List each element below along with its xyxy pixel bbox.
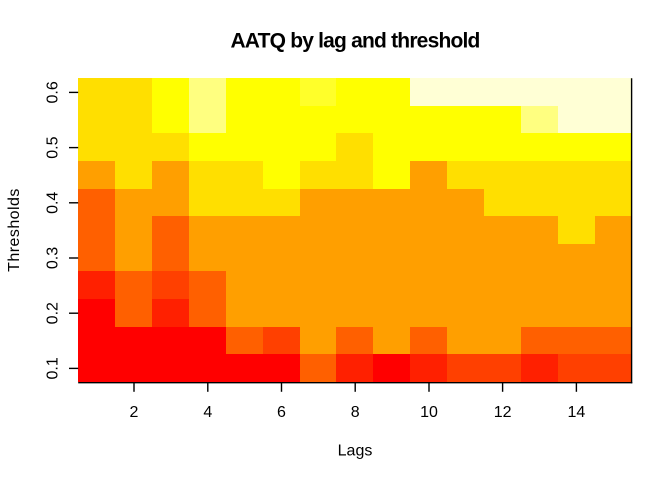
svg-text:8: 8 <box>351 404 360 421</box>
svg-text:0.5: 0.5 <box>45 136 62 158</box>
svg-text:14: 14 <box>568 404 586 421</box>
svg-text:Thresholds: Thresholds <box>6 188 23 272</box>
svg-text:2: 2 <box>130 404 139 421</box>
svg-text:0.4: 0.4 <box>45 192 62 214</box>
svg-text:4: 4 <box>203 404 212 421</box>
svg-text:12: 12 <box>494 404 512 421</box>
svg-text:10: 10 <box>420 404 438 421</box>
svg-text:0.6: 0.6 <box>45 81 62 103</box>
svg-text:0.3: 0.3 <box>45 247 62 269</box>
svg-text:Lags: Lags <box>338 443 373 460</box>
svg-text:6: 6 <box>277 404 286 421</box>
svg-text:0.2: 0.2 <box>45 302 62 324</box>
svg-text:AATQ by lag and threshold: AATQ by lag and threshold <box>230 30 479 53</box>
svg-text:0.1: 0.1 <box>45 357 62 379</box>
